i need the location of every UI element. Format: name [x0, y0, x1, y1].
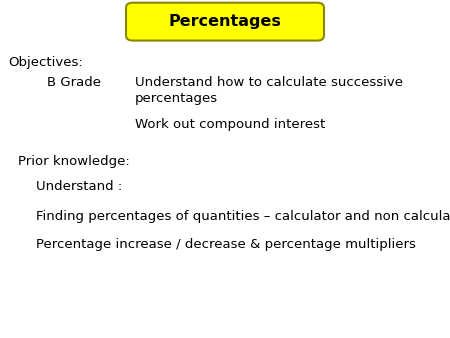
- Text: Finding percentages of quantities – calculator and non calculator: Finding percentages of quantities – calc…: [36, 210, 450, 222]
- Text: Prior knowledge:: Prior knowledge:: [18, 155, 130, 168]
- Text: Percentages: Percentages: [169, 14, 281, 29]
- Text: Work out compound interest: Work out compound interest: [135, 118, 325, 131]
- Text: Understand :: Understand :: [36, 180, 122, 193]
- Text: Objectives:: Objectives:: [8, 56, 83, 69]
- FancyBboxPatch shape: [126, 3, 324, 41]
- Text: Understand how to calculate successive
percentages: Understand how to calculate successive p…: [135, 76, 403, 105]
- Text: Percentage increase / decrease & percentage multipliers: Percentage increase / decrease & percent…: [36, 238, 416, 251]
- Text: B Grade: B Grade: [47, 76, 101, 89]
